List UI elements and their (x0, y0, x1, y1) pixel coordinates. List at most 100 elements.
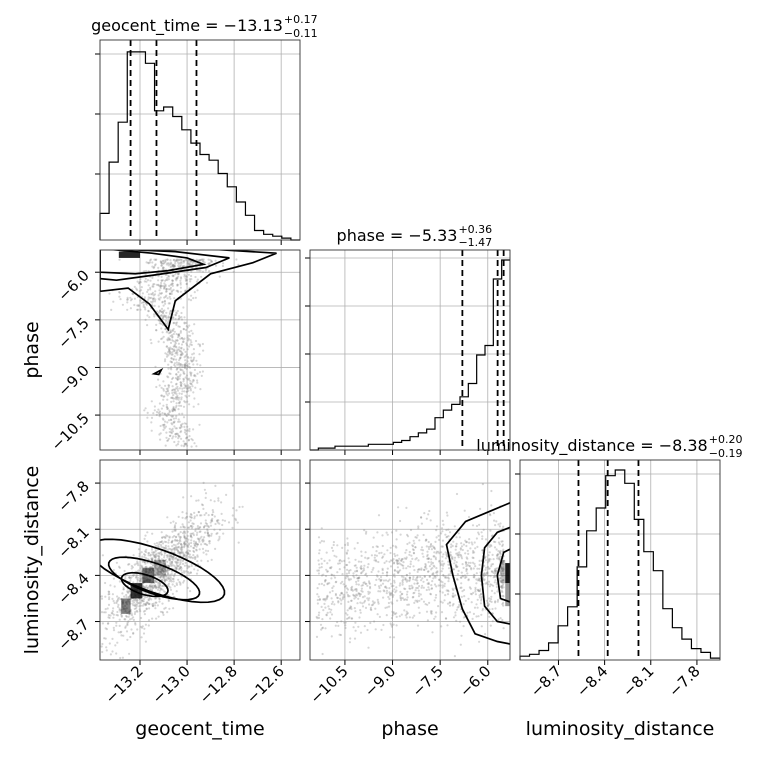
sample-point (479, 588, 482, 591)
sample-point (202, 258, 205, 261)
sample-point (385, 586, 388, 590)
sample-point (180, 548, 183, 551)
sample-point (148, 297, 151, 300)
sample-point (180, 425, 183, 428)
sample-point (501, 594, 504, 598)
sample-point (468, 586, 471, 589)
sample-point (221, 264, 224, 268)
sample-point (167, 316, 170, 319)
panel-frame (309, 459, 511, 661)
sample-point (186, 355, 189, 358)
sample-point (152, 298, 155, 301)
sample-point (163, 309, 166, 312)
sample-point (118, 624, 121, 628)
sample-point (398, 584, 401, 587)
sample-point (190, 329, 193, 332)
sample-point (146, 279, 150, 282)
sample-point (157, 555, 161, 558)
sample-point (180, 424, 183, 427)
sample-point (188, 515, 192, 518)
sample-point (326, 562, 329, 565)
sample-point (402, 564, 405, 567)
sample-point (491, 570, 494, 573)
sample-point (179, 286, 182, 289)
sample-point (168, 607, 171, 610)
sample-point (496, 554, 499, 558)
sample-point (168, 558, 171, 561)
sample-point (160, 574, 163, 578)
sample-point (78, 673, 80, 675)
sample-point (421, 549, 425, 552)
sample-point (177, 325, 180, 328)
sample-point (459, 586, 462, 590)
sample-point (472, 612, 475, 616)
sample-point (470, 593, 473, 596)
sample-point (180, 260, 183, 263)
sample-point (139, 281, 142, 284)
sample-point (141, 565, 144, 568)
sample-point (161, 259, 164, 263)
sample-point (463, 574, 467, 577)
sample-point (328, 559, 331, 562)
sample-point (198, 530, 201, 534)
sample-point (427, 582, 430, 586)
sample-point (179, 290, 182, 293)
sample-point (189, 571, 192, 574)
sample-point (136, 610, 139, 613)
sample-point (176, 367, 179, 370)
sample-point (166, 394, 169, 397)
title-phase-plus: +0.36 (458, 223, 492, 236)
sample-point (170, 422, 173, 425)
sample-point (178, 404, 181, 407)
sample-point (502, 604, 505, 607)
sample-point (160, 314, 163, 317)
sample-point (453, 525, 456, 528)
sample-point (489, 598, 493, 601)
sample-point (463, 588, 466, 592)
sample-point (180, 543, 183, 546)
sample-point (178, 539, 181, 542)
sample-point (146, 596, 149, 599)
scatter-geocent-time-vs-luminosity-distance (78, 459, 301, 675)
sample-point (179, 330, 182, 333)
sample-point (390, 592, 393, 595)
sample-point (164, 552, 167, 555)
sample-point (218, 537, 221, 540)
sample-point (185, 537, 188, 540)
density-cell (121, 598, 131, 614)
sample-point (167, 585, 170, 588)
sample-point (502, 559, 505, 562)
sample-point (492, 558, 495, 561)
sample-point (362, 567, 365, 570)
sample-point (124, 574, 127, 578)
sample-point (183, 543, 186, 546)
sample-point (399, 519, 402, 523)
sample-point (322, 598, 325, 601)
sample-point (105, 646, 108, 649)
sample-point (399, 594, 402, 598)
sample-point (159, 544, 163, 547)
sample-point (172, 408, 175, 411)
sample-point (204, 531, 207, 534)
sample-point (421, 577, 424, 580)
sample-point (480, 625, 483, 628)
sample-point (206, 528, 209, 531)
sample-point (416, 582, 419, 585)
sample-point (458, 603, 461, 607)
sample-point (177, 376, 180, 379)
sample-point (140, 616, 143, 620)
sample-point (348, 616, 351, 619)
sample-point (446, 624, 449, 627)
sample-point (320, 628, 323, 631)
sample-point (182, 306, 185, 309)
sample-point (179, 381, 182, 384)
sample-point (172, 580, 175, 583)
sample-point (157, 340, 160, 343)
sample-point (132, 631, 135, 635)
sample-point (176, 558, 179, 562)
sample-point (190, 278, 193, 281)
sample-point (175, 582, 178, 585)
contour-line (100, 250, 207, 275)
sample-point (381, 544, 384, 548)
sample-point (189, 334, 192, 337)
